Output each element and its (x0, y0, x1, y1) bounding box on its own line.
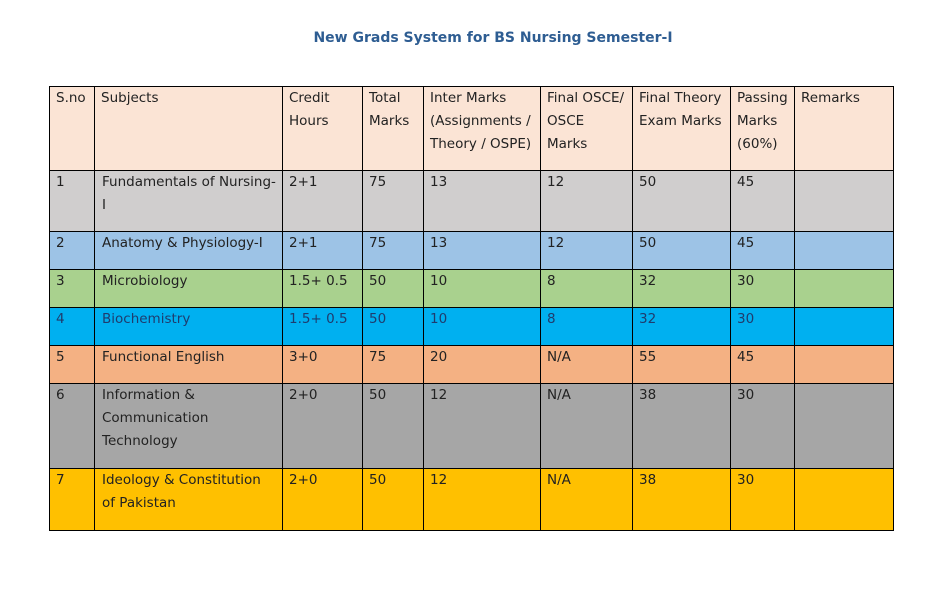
cell-subject: Biochemistry (94, 307, 283, 346)
cell-subject: Functional English (94, 345, 283, 384)
table-row: 5 Functional English 3+0 75 20 N/A 55 45 (49, 345, 894, 384)
cell-sno: 4 (49, 307, 95, 346)
cell-inter-marks: 10 (423, 269, 541, 308)
cell-final-osce: N/A (540, 345, 633, 384)
cell-total-marks: 75 (362, 231, 424, 270)
cell-final-theory: 38 (632, 468, 731, 531)
grading-table: S.no Subjects Credit Hours Total Marks I… (49, 86, 894, 531)
cell-final-osce: 8 (540, 307, 633, 346)
cell-inter-marks: 12 (423, 468, 541, 531)
cell-passing-marks: 30 (730, 383, 795, 469)
cell-sno: 3 (49, 269, 95, 308)
cell-final-osce: 12 (540, 170, 633, 232)
cell-remarks (794, 468, 894, 531)
cell-final-theory: 38 (632, 383, 731, 469)
cell-final-osce: N/A (540, 383, 633, 469)
cell-subject: Anatomy & Physiology-I (94, 231, 283, 270)
cell-total-marks: 50 (362, 468, 424, 531)
table-row: 3 Microbiology 1.5+ 0.5 50 10 8 32 30 (49, 269, 894, 308)
header-remarks: Remarks (794, 86, 894, 171)
cell-final-theory: 50 (632, 170, 731, 232)
header-total-marks: Total Marks (362, 86, 424, 171)
table-row: 4 Biochemistry 1.5+ 0.5 50 10 8 32 30 (49, 307, 894, 346)
cell-inter-marks: 13 (423, 170, 541, 232)
cell-final-theory: 50 (632, 231, 731, 270)
cell-credit-hours: 1.5+ 0.5 (282, 269, 363, 308)
table-row: 1 Fundamentals of Nursing-I 2+1 75 13 12 50 45 (49, 170, 894, 232)
cell-final-osce: 12 (540, 231, 633, 270)
cell-inter-marks: 20 (423, 345, 541, 384)
cell-credit-hours: 2+1 (282, 231, 363, 270)
cell-total-marks: 75 (362, 170, 424, 232)
cell-total-marks: 50 (362, 383, 424, 469)
cell-remarks (794, 170, 894, 232)
header-row: S.no Subjects Credit Hours Total Marks I… (49, 86, 894, 171)
cell-passing-marks: 45 (730, 170, 795, 232)
cell-final-theory: 32 (632, 269, 731, 308)
cell-final-theory: 55 (632, 345, 731, 384)
cell-sno: 7 (49, 468, 95, 531)
cell-sno: 2 (49, 231, 95, 270)
header-credit-hours: Credit Hours (282, 86, 363, 171)
cell-final-theory: 32 (632, 307, 731, 346)
cell-credit-hours: 2+0 (282, 383, 363, 469)
cell-remarks (794, 231, 894, 270)
cell-subject: Information & Communication Technology (94, 383, 283, 469)
cell-remarks (794, 307, 894, 346)
cell-remarks (794, 269, 894, 308)
cell-passing-marks: 30 (730, 307, 795, 346)
cell-sno: 5 (49, 345, 95, 384)
header-sno: S.no (49, 86, 95, 171)
cell-final-osce: N/A (540, 468, 633, 531)
cell-credit-hours: 3+0 (282, 345, 363, 384)
cell-subject: Microbiology (94, 269, 283, 308)
cell-passing-marks: 30 (730, 269, 795, 308)
document-title: New Grads System for BS Nursing Semester… (313, 30, 673, 46)
cell-subject: Fundamentals of Nursing-I (94, 170, 283, 232)
cell-inter-marks: 10 (423, 307, 541, 346)
cell-final-osce: 8 (540, 269, 633, 308)
cell-sno: 1 (49, 170, 95, 232)
cell-total-marks: 75 (362, 345, 424, 384)
cell-inter-marks: 12 (423, 383, 541, 469)
header-final-osce: Final OSCE/ OSCE Marks (540, 86, 633, 171)
header-passing-marks: Passing Marks (60%) (730, 86, 795, 171)
cell-remarks (794, 345, 894, 384)
cell-total-marks: 50 (362, 307, 424, 346)
cell-sno: 6 (49, 383, 95, 469)
header-subjects: Subjects (94, 86, 283, 171)
cell-passing-marks: 30 (730, 468, 795, 531)
cell-credit-hours: 2+1 (282, 170, 363, 232)
table-row: 6 Information & Communication Technology 2… (49, 383, 894, 469)
cell-total-marks: 50 (362, 269, 424, 308)
header-inter-marks: Inter Marks (Assignments / Theory / OSPE… (423, 86, 541, 171)
cell-inter-marks: 13 (423, 231, 541, 270)
cell-remarks (794, 383, 894, 469)
table-row: 2 Anatomy & Physiology-I 2+1 75 13 12 50 45 (49, 231, 894, 270)
table-row: 7 Ideology & Constitution of Pakistan 2+0 5… (49, 468, 894, 531)
cell-passing-marks: 45 (730, 345, 795, 384)
cell-credit-hours: 1.5+ 0.5 (282, 307, 363, 346)
cell-subject: Ideology & Constitution of Pakistan (94, 468, 283, 531)
header-final-theory: Final Theory Exam Marks (632, 86, 731, 171)
cell-credit-hours: 2+0 (282, 468, 363, 531)
cell-passing-marks: 45 (730, 231, 795, 270)
